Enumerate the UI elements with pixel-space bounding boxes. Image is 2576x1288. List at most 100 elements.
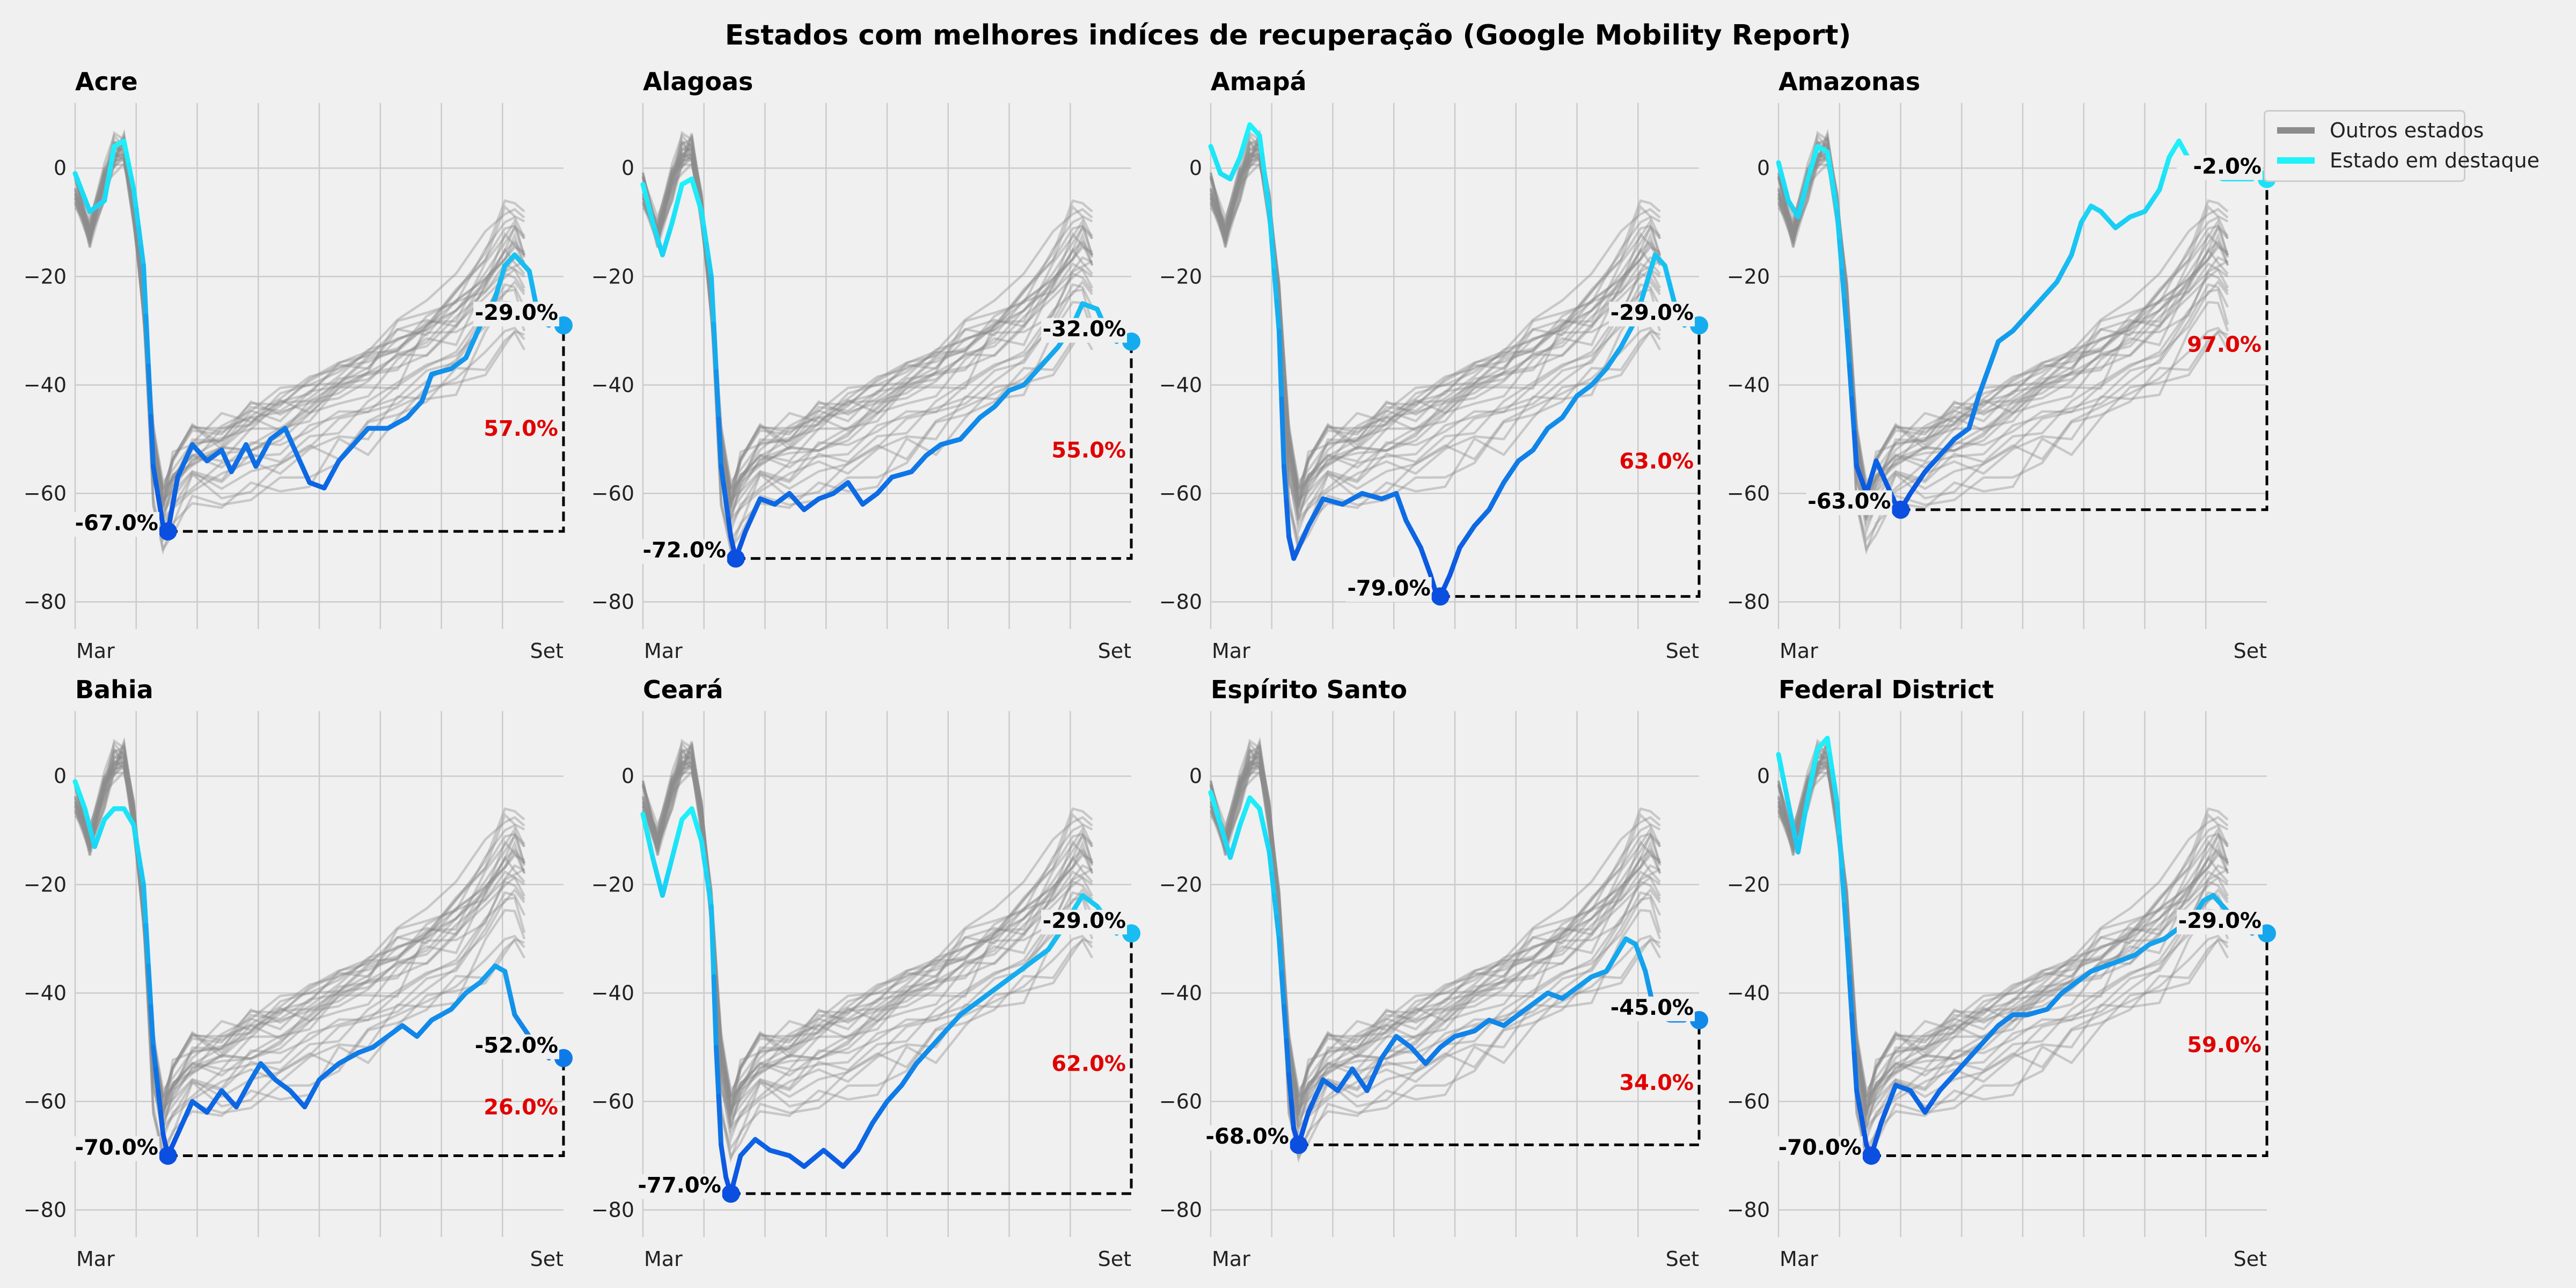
other-state-line [1209, 159, 1662, 526]
recovery-connector [1440, 325, 1701, 598]
highlight-segment [1837, 239, 1845, 274]
other-state-line [641, 743, 1094, 1108]
recovery-label: 26.0% [484, 1095, 558, 1120]
y-tick-label: −80 [1727, 1198, 1770, 1221]
other-state-line [641, 137, 1093, 519]
other-state-line [1777, 762, 2229, 1099]
highlight-segment [146, 363, 153, 419]
highlight-segment [134, 837, 141, 858]
highlight-segment [701, 225, 709, 247]
highlight-segment [1257, 133, 1265, 157]
other-state-line [1210, 133, 1661, 493]
highlight-segment [1276, 328, 1284, 401]
figure-title: Estados com melhores indíces de recupera… [724, 19, 1851, 52]
other-state-line [641, 163, 1094, 536]
last-label: -29.0% [1611, 301, 1694, 325]
subplot-title: Espírito Santo [1211, 675, 1407, 704]
last-label: -32.0% [1043, 317, 1126, 342]
subplot-title: Alagoas [643, 67, 753, 96]
min-label-bg [641, 539, 727, 564]
other-state-line [1209, 144, 1661, 543]
other-state-line [1209, 142, 1662, 500]
recovery-label: 63.0% [1619, 449, 1694, 474]
x-tick-label: Mar [644, 1247, 683, 1271]
x-tick-label: Mar [1780, 639, 1818, 663]
other-state-line [1777, 154, 2229, 491]
other-state-line [641, 760, 1093, 1117]
other-state-line [1777, 133, 2229, 489]
highlight-segment [1851, 430, 1860, 469]
recovery-label: 59.0% [2187, 1033, 2262, 1057]
other-state-line [74, 769, 526, 1124]
y-tick-label: 0 [621, 156, 634, 180]
other-state-line [74, 759, 526, 1160]
other-state-line [641, 745, 1093, 1127]
highlight-segment [136, 225, 144, 250]
other-state-line [641, 771, 1094, 1144]
y-tick-label: −20 [591, 265, 634, 288]
highlight-segment [1289, 1099, 1297, 1131]
highlight-segment [1827, 164, 1835, 184]
y-tick-label: −80 [591, 1198, 634, 1221]
other-state-line [641, 749, 1094, 1129]
last-label: -52.0% [475, 1034, 558, 1058]
highlight-line [72, 779, 552, 1158]
other-state-line [641, 749, 1093, 1116]
highlight-segment [1839, 868, 1847, 908]
last-label-bg [473, 302, 559, 327]
highlight-segment [706, 887, 714, 909]
recovery-label: 97.0% [2187, 333, 2262, 357]
y-tick-label: −20 [1727, 265, 1770, 288]
legend-label-others: Outros estados [2330, 119, 2484, 142]
subplot-title: Ceará [643, 675, 723, 704]
x-tick-label: Mar [644, 639, 683, 663]
recovery-connector [1298, 1020, 1701, 1146]
last-label: -29.0% [475, 301, 558, 325]
highlight-segment [721, 1159, 729, 1180]
other-state-line [1210, 140, 1661, 495]
min-point [1891, 500, 1910, 519]
y-tick-label: −40 [591, 981, 634, 1005]
other-state-line [74, 163, 526, 536]
recovery-label: 34.0% [1619, 1071, 1694, 1095]
other-state-line [1209, 163, 1662, 536]
other-state-line [1209, 137, 1661, 485]
highlight-segment [1834, 209, 1842, 244]
y-tick-label: −20 [24, 873, 67, 896]
highlight-segment [1842, 298, 1849, 333]
highlight-segment [1269, 871, 1277, 898]
other-state-line [1777, 741, 2229, 1101]
highlight-segment [1844, 936, 1852, 979]
other-state-line [1209, 145, 1661, 502]
legend-item-others: Outros estados [2277, 117, 2484, 144]
subplot-title: Bahia [75, 675, 153, 704]
y-tick-label: 0 [54, 764, 67, 788]
highlight-segment [143, 313, 151, 369]
other-state-line [1209, 137, 1661, 519]
y-tick-label: −80 [24, 1198, 67, 1221]
last-label: -2.0% [2193, 154, 2262, 179]
min-label: -77.0% [638, 1173, 721, 1198]
min-label: -67.0% [75, 511, 158, 536]
y-tick-label: −60 [1159, 481, 1202, 505]
highlight-segment [1260, 152, 1267, 176]
highlight-segment [1832, 194, 1840, 214]
other-state-line [1209, 130, 1661, 490]
y-tick-label: 0 [1189, 764, 1202, 788]
highlight-segment [704, 241, 712, 263]
highlight-segment [141, 263, 149, 319]
y-tick-label: −40 [1727, 981, 1770, 1005]
highlight-segment [719, 464, 726, 487]
legend-line-highlight [2277, 157, 2315, 164]
highlight-segment [714, 1044, 721, 1099]
highlight-segment [1851, 1050, 1860, 1093]
highlight-segment [151, 464, 158, 484]
highlight-line [1208, 122, 1687, 599]
highlight-segment [143, 923, 151, 969]
highlight-segment [1271, 893, 1279, 920]
min-label-bg [1776, 1136, 1863, 1161]
highlight-segment [716, 1093, 724, 1147]
other-state-line [1209, 152, 1662, 507]
y-tick-label: −60 [1727, 1089, 1770, 1113]
